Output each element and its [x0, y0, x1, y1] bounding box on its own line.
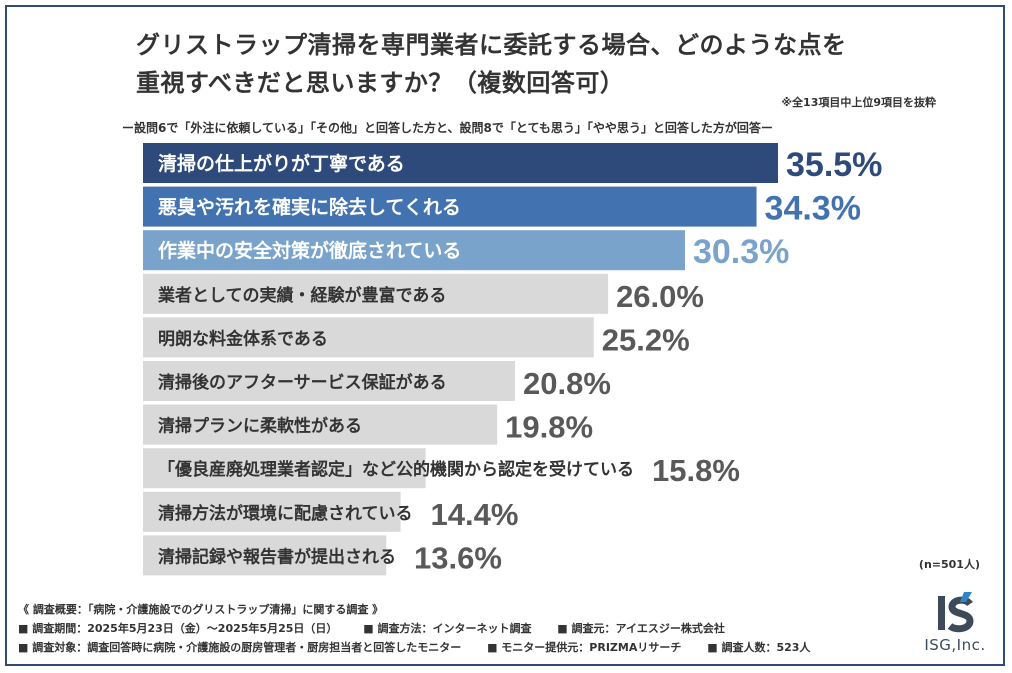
company-logo: ISG,Inc.	[920, 590, 990, 664]
value-label-1: 35.5%	[786, 146, 882, 184]
bar-10	[143, 535, 387, 576]
bar-label-5: 明朗な料金体系である	[158, 328, 328, 349]
bar-label-1: 清掃の仕上がりが丁寧である	[158, 152, 405, 175]
survey-summary: 《 調査概要：「病院・介護施設でのグリストラップ清掃」に関する調査 》 ■ 調査…	[18, 600, 918, 657]
value-label-7: 19.8%	[505, 410, 593, 445]
logo-mark-icon	[938, 592, 974, 633]
value-label-2: 34.3%	[765, 190, 861, 228]
survey-heading: 《 調査概要：「病院・介護施設でのグリストラップ清掃」に関する調査 》	[18, 603, 384, 616]
survey-row-2: ■ 調査対象：調査回答時に病院・介護施設の厨房管理者・厨房担当者と回答したモニタ…	[18, 638, 918, 657]
excerpt-note: ※全13項目中上位9項目を抜粋	[781, 96, 936, 109]
bar-1	[143, 143, 778, 183]
bar-5	[143, 317, 594, 358]
survey-panel: ■ モニター提供元：PRIZMAリサーチ	[487, 641, 682, 654]
bar-label-4: 業者としての実績・経験が豊富である	[158, 285, 446, 306]
survey-period: ■ 調査期間：2025年5月23日（金）〜2025年5月25日（日）	[18, 622, 338, 635]
bar-4	[143, 273, 609, 314]
value-label-10: 13.6%	[414, 540, 502, 575]
bar-label-6: 清掃後のアフターサービス保証がある	[158, 372, 447, 393]
value-label-9: 14.4%	[431, 497, 519, 532]
survey-row-1: ■ 調査期間：2025年5月23日（金）〜2025年5月25日（日） ■ 調査方…	[18, 619, 918, 638]
survey-target: ■ 調査対象：調査回答時に病院・介護施設の厨房管理者・厨房担当者と回答したモニタ…	[18, 641, 462, 654]
value-label-6: 20.8%	[523, 366, 611, 401]
respondent-condition: ー設問6で「外注に依頼している」「その他」と回答した方と、設問8で「とても思う」…	[122, 121, 773, 135]
title-line-2: 重視すべきだと思いますか？（複数回答可）	[136, 69, 625, 97]
bar-label-7: 清掃プランに柔軟性がある	[158, 416, 362, 437]
value-label-4: 26.0%	[616, 279, 704, 314]
chart-title: グリストラップ清掃を専門業者に委託する場合、どのような点を 重視すべきだと思いま…	[136, 26, 936, 102]
bar-2	[143, 186, 757, 227]
bar-8	[143, 448, 426, 489]
bar-label-10: 清掃記録や報告書が提出される	[158, 546, 396, 567]
bar-label-8: 「優良産廃処理業者認定」など公的機関から認定を受けている	[158, 459, 634, 480]
value-label-3: 30.3%	[693, 233, 789, 271]
title-line-1: グリストラップ清掃を専門業者に委託する場合、どのような点を	[136, 31, 847, 59]
value-label-8: 15.8%	[652, 453, 740, 488]
bar-label-9: 清掃方法が環境に配慮されている	[158, 503, 413, 524]
bar-9	[143, 491, 401, 532]
bar-7	[143, 404, 498, 445]
survey-source: ■ 調査元：アイエスジー株式会社	[557, 622, 725, 635]
logo-text: ISG,Inc.	[924, 636, 986, 654]
bar-label-3: 作業中の安全対策が徹底されている	[158, 239, 461, 262]
value-label-5: 25.2%	[602, 322, 690, 357]
survey-method: ■ 調査方法：インターネット調査	[363, 622, 532, 635]
bar-6	[143, 361, 516, 401]
bar-label-2: 悪臭や汚れを確実に除去してくれる	[158, 196, 461, 219]
bar-3	[143, 230, 685, 271]
sample-size: (n=501人)	[918, 558, 980, 571]
survey-count: ■ 調査人数：523人	[707, 641, 811, 654]
